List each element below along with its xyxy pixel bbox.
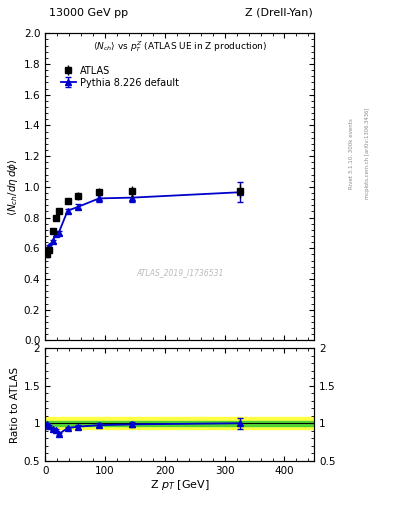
Text: $\langle N_{ch}\rangle$ vs $p_T^Z$ (ATLAS UE in Z production): $\langle N_{ch}\rangle$ vs $p_T^Z$ (ATLA…	[93, 39, 267, 54]
Text: Z (Drell-Yan): Z (Drell-Yan)	[245, 8, 312, 18]
Text: mcplots.cern.ch [arXiv:1306.3436]: mcplots.cern.ch [arXiv:1306.3436]	[365, 108, 370, 199]
Y-axis label: $\langle N_{ch}/d\eta\,d\phi\rangle$: $\langle N_{ch}/d\eta\,d\phi\rangle$	[6, 158, 20, 216]
Legend: ATLAS, Pythia 8.226 default: ATLAS, Pythia 8.226 default	[57, 62, 182, 92]
X-axis label: Z $p_T$ [GeV]: Z $p_T$ [GeV]	[150, 478, 209, 493]
Text: 13000 GeV pp: 13000 GeV pp	[49, 8, 128, 18]
Text: ATLAS_2019_I1736531: ATLAS_2019_I1736531	[136, 268, 224, 278]
Y-axis label: Ratio to ATLAS: Ratio to ATLAS	[9, 367, 20, 442]
Text: Rivet 3.1.10, 300k events: Rivet 3.1.10, 300k events	[349, 118, 354, 189]
